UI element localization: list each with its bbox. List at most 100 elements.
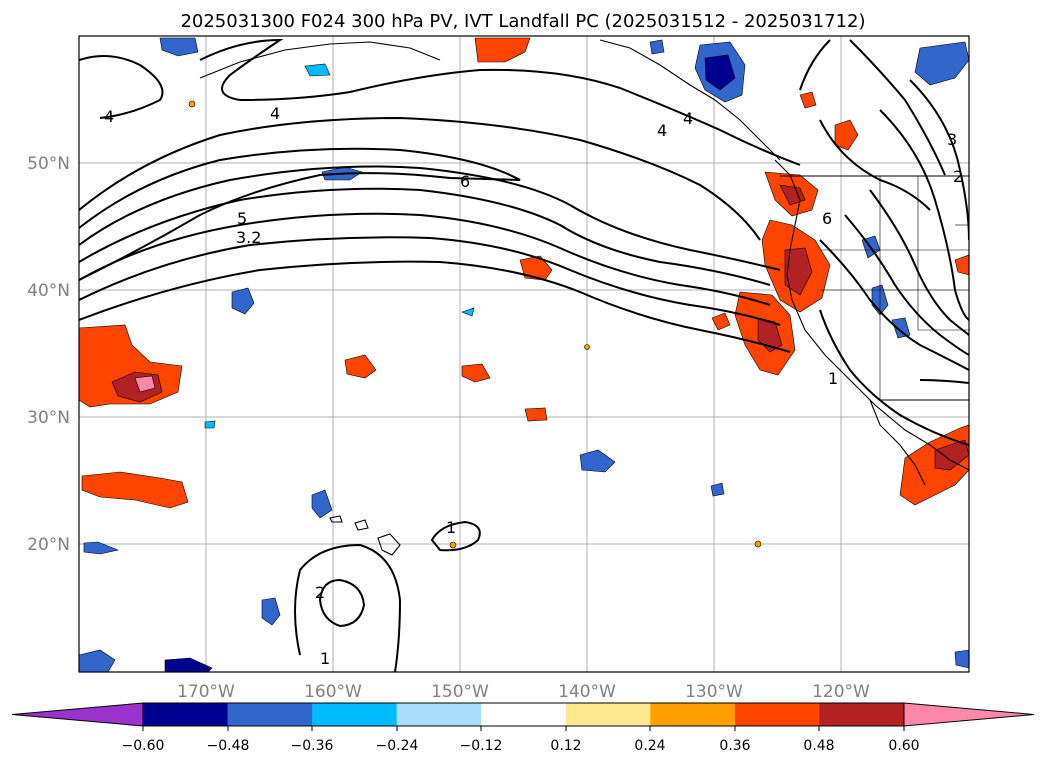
contour-east-7 (799, 39, 831, 91)
latitude-labels: 50°N 40°N 30°N 20°N (27, 154, 70, 555)
contour-labels: 4 4 4 4 6 5 3.2 6 1 1 2 1 3 2 (104, 104, 963, 668)
positive-anomaly-shading (79, 37, 969, 549)
neg-patch-40n-163w (231, 287, 255, 315)
colorbar-tick-label: −0.36 (291, 738, 334, 754)
contour-label: 4 (683, 109, 693, 128)
contour-label: 1 (828, 369, 838, 388)
colorbar-tick-label: 0.60 (888, 738, 919, 754)
neg-patch-30n-170w (204, 420, 216, 429)
hawaii-island-2 (354, 519, 369, 531)
contour-label: 3.2 (236, 228, 261, 247)
pos-patch-alaska (474, 37, 531, 63)
colorbar-box (143, 703, 229, 726)
colorbar-box (396, 703, 482, 726)
colorbar-tick-label: −0.60 (122, 738, 165, 754)
neg-patch-38n-151w (461, 307, 475, 317)
map-frame (78, 35, 970, 673)
contour-east-10 (819, 309, 969, 446)
neg-patch-24n-130w (710, 482, 725, 497)
lon-label: 130°W (685, 682, 743, 702)
lon-label: 140°W (558, 682, 616, 702)
neg-patch-se-corner (954, 649, 969, 669)
contour-4-upper (199, 38, 801, 166)
colorbar: −0.60 −0.48 −0.36 −0.24 −0.12 0.12 0.24 … (11, 702, 1035, 754)
neg-patch-23n-160w (311, 489, 333, 519)
map-panel: 4 4 4 4 6 5 3.2 6 1 1 2 1 3 2 (79, 36, 969, 672)
pos-patch-35n-160w (344, 354, 377, 379)
neg-patch-nevada (891, 317, 911, 339)
ivt-contours (79, 38, 969, 672)
contour-east-9 (919, 379, 969, 384)
contour-6-outer (79, 165, 781, 271)
coast-alaska-peninsula (199, 41, 441, 79)
colorbar-extend-high (903, 702, 1035, 727)
colorbar-box (227, 703, 313, 726)
contour-1 (79, 260, 791, 353)
colorbar-boxes (11, 702, 1035, 727)
neg-patch-25n-140w (579, 449, 616, 473)
contour-south-2 (294, 543, 402, 672)
colorbar-box (734, 703, 820, 726)
contour-label: 2 (953, 167, 963, 186)
colorbar-tick-label: −0.24 (376, 738, 419, 754)
pos-dot-alaska (188, 100, 196, 108)
colorbar-box (650, 703, 736, 726)
colorbar-tick-label: 0.12 (550, 738, 581, 754)
neg-patch-dateline (159, 37, 199, 57)
pos-dot-127w (754, 540, 762, 548)
contour-east-4 (879, 109, 969, 321)
colorbar-tick-label: −0.48 (207, 738, 250, 754)
contour-label: 6 (822, 209, 832, 228)
contour-east-3 (869, 189, 969, 336)
colorbar-box (819, 703, 905, 726)
contour-5 (79, 147, 521, 281)
neg-patch-20n-175w (83, 541, 120, 555)
contour-4-mid (79, 116, 761, 241)
lon-label: 160°W (304, 682, 362, 702)
lat-label: 40°N (27, 281, 70, 301)
coast-baja (869, 399, 926, 486)
colorbar-tick-label: 0.48 (803, 738, 834, 754)
neg-patch-gulf (649, 39, 665, 55)
contour-3 (79, 212, 771, 306)
neg-patch-canada-ne (914, 41, 969, 86)
contour-2 (79, 236, 781, 326)
colorbar-tick-label: 0.24 (634, 738, 665, 754)
lat-label: 30°N (27, 408, 70, 428)
contour-east-8 (849, 39, 946, 176)
pos-patch-rockies (954, 254, 969, 276)
border-state-4 (917, 176, 969, 331)
figure-title: 2025031300 F024 300 hPa PV, IVT Landfall… (180, 11, 865, 32)
colorbar-ticks (142, 726, 905, 731)
contour-hawaii-1 (430, 520, 481, 552)
lon-label: 120°W (812, 682, 870, 702)
contour-east-6 (819, 119, 931, 211)
colorbar-box (565, 703, 651, 726)
neg-patch-sw-corner (79, 649, 116, 672)
hawaii-island-1 (329, 515, 343, 523)
coast-west-us (774, 159, 969, 471)
contour-south-2-inner (318, 578, 366, 628)
contour-6-inner (79, 187, 771, 286)
contour-east-2 (844, 214, 969, 356)
negative-anomaly-shading (79, 37, 969, 672)
contour-label: 4 (270, 104, 280, 123)
pos-patch-30n-145w (524, 407, 548, 422)
pos-patch-35n-150w (461, 363, 491, 383)
neg-patch-15n-165w (261, 597, 281, 626)
neg-patch-alaska-small (304, 63, 331, 77)
colorbar-box (481, 703, 567, 726)
lat-label: 20°N (27, 535, 70, 555)
contour-label: 6 (460, 172, 470, 191)
pos-patch-canada (834, 119, 859, 151)
pos-dot-150w (449, 541, 457, 549)
pos-patch-west-30n-peak (134, 375, 156, 393)
contour-label: 5 (237, 209, 247, 228)
neg-patch-s-170w (164, 657, 213, 672)
lon-label: 170°W (177, 682, 235, 702)
contour-east-5 (909, 79, 969, 241)
colorbar-outline (142, 702, 905, 727)
colorbar-box (312, 703, 398, 726)
colorbar-tick-label: 0.36 (719, 738, 750, 754)
